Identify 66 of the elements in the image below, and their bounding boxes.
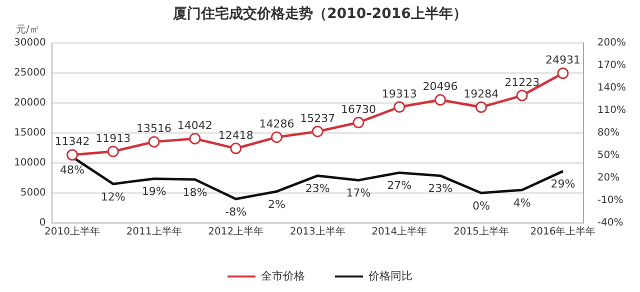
y-tick-label: 30000 bbox=[14, 37, 46, 48]
chart-title: 厦门住宅成交价格走势（2010-2016上半年） bbox=[172, 5, 467, 22]
point bbox=[557, 68, 569, 79]
point bbox=[66, 149, 78, 161]
y-axis-title: 元/㎡ bbox=[16, 24, 40, 36]
y-tick-label: 0 bbox=[39, 218, 46, 229]
y-tick-label: 5000 bbox=[20, 188, 46, 199]
point bbox=[475, 101, 487, 113]
x-tick-label: 2016年上半年 bbox=[530, 226, 596, 238]
data-label: 15237 bbox=[300, 112, 336, 125]
data-label: 21223 bbox=[504, 76, 540, 89]
y2-tick-label: 140% bbox=[597, 82, 626, 94]
legend-label: 价格同比 bbox=[368, 269, 412, 282]
point bbox=[148, 136, 160, 148]
y-tick-label: 25000 bbox=[14, 67, 46, 78]
x-tick-label: 2010上半年 bbox=[44, 226, 100, 238]
y2-tick-label: 200% bbox=[597, 37, 626, 48]
x-tick-label: 2012上半年 bbox=[208, 226, 264, 238]
x-tick-label: 2011上半年 bbox=[126, 226, 182, 238]
data-label: 11342 bbox=[54, 135, 90, 148]
data-label: 24931 bbox=[545, 54, 580, 67]
point bbox=[230, 142, 242, 154]
y2-tick-label: 80% bbox=[597, 127, 620, 138]
data-label: 11913 bbox=[96, 132, 131, 145]
point bbox=[352, 116, 364, 128]
data-label: 20496 bbox=[422, 80, 458, 94]
y2-tick-label: 20% bbox=[597, 172, 620, 184]
data-label: 29% bbox=[550, 178, 576, 191]
data-label: 19% bbox=[142, 185, 166, 198]
point bbox=[434, 94, 446, 106]
x-tick-label: 2014上半年 bbox=[372, 226, 428, 238]
data-label: 14286 bbox=[259, 118, 294, 131]
point bbox=[394, 101, 406, 113]
point bbox=[107, 146, 119, 158]
x-tick-label: 2013上半年 bbox=[290, 226, 346, 238]
legend-label: 全市价格 bbox=[261, 269, 305, 282]
y2-tick-label: 170% bbox=[597, 60, 626, 71]
point bbox=[270, 131, 282, 143]
y-tick-label: 10000 bbox=[14, 158, 46, 169]
y2-tick-label: 50% bbox=[597, 150, 620, 162]
y-tick-label: 15000 bbox=[14, 127, 46, 138]
data-label: 27% bbox=[387, 179, 412, 192]
data-label: 16730 bbox=[341, 102, 376, 116]
data-label: 19313 bbox=[382, 87, 417, 100]
data-label: -8% bbox=[225, 205, 247, 218]
data-label: 14042 bbox=[177, 119, 212, 132]
data-label: 2% bbox=[268, 198, 286, 211]
data-label: 48% bbox=[60, 163, 84, 176]
y2-tick-label: -10% bbox=[597, 195, 624, 206]
y2-tick-label: -40% bbox=[597, 218, 624, 229]
data-label: 18% bbox=[182, 186, 208, 199]
data-label: 4% bbox=[513, 196, 531, 210]
data-label: 17% bbox=[346, 186, 371, 200]
data-label: 0% bbox=[472, 199, 490, 212]
point bbox=[189, 132, 201, 144]
data-label: 23% bbox=[428, 182, 453, 196]
y-tick-label: 20000 bbox=[14, 97, 46, 108]
x-tick-label: 2015上半年 bbox=[453, 226, 509, 238]
data-label: 12% bbox=[100, 190, 126, 204]
data-label: 19284 bbox=[464, 88, 499, 101]
y2-tick-label: 110% bbox=[597, 104, 626, 116]
data-label: 23% bbox=[305, 182, 330, 196]
point bbox=[516, 90, 528, 102]
point bbox=[312, 126, 324, 138]
data-label: 13516 bbox=[136, 122, 172, 136]
data-label: 12418 bbox=[218, 128, 254, 142]
